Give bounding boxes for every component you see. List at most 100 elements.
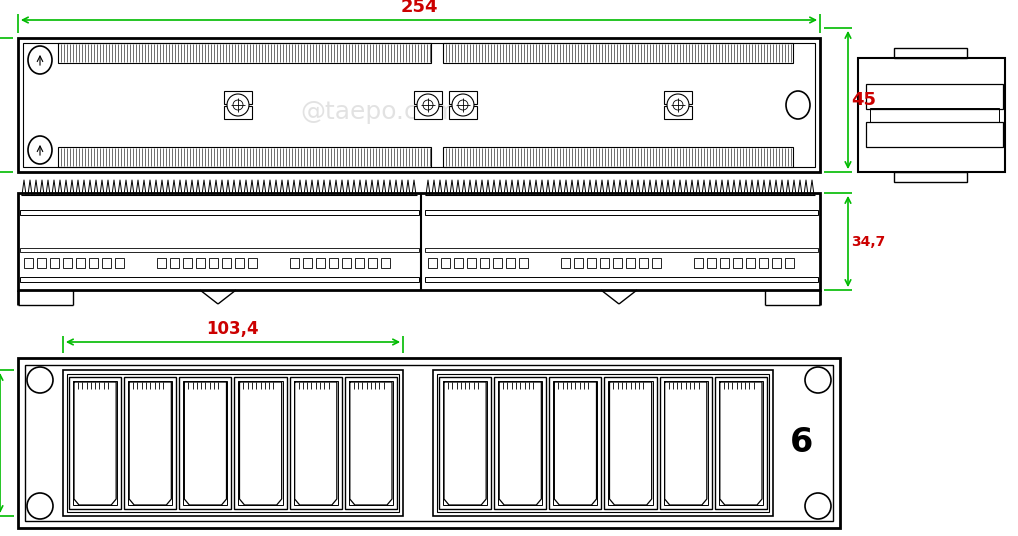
Bar [437,374,769,512]
Bar [349,381,393,505]
Bar [37,258,46,268]
Bar [866,122,1003,147]
Bar [493,258,502,268]
Bar [224,91,252,104]
Bar [414,106,442,119]
Bar [18,358,840,528]
Ellipse shape [27,367,53,393]
Bar [73,381,117,505]
Bar [290,258,299,268]
Circle shape [452,94,474,116]
Bar [329,258,338,268]
Bar [428,258,437,268]
Bar [128,381,172,505]
Bar [550,377,602,509]
Bar [574,258,583,268]
Bar [209,258,218,268]
Bar [441,258,450,268]
Bar [293,381,338,505]
Bar [20,277,419,282]
Bar [425,248,818,252]
Bar [870,108,999,122]
Bar [454,258,463,268]
Bar [443,147,793,167]
Bar [866,84,1003,109]
Bar [115,258,124,268]
Bar [664,381,708,505]
Bar [443,43,793,63]
Bar [235,258,244,268]
Bar [222,258,231,268]
Ellipse shape [27,493,53,519]
Bar [69,377,121,509]
Text: 45: 45 [851,91,876,109]
Bar [355,258,364,268]
Circle shape [227,94,249,116]
Text: @taepo.com: @taepo.com [301,413,442,433]
Bar [18,193,821,290]
Bar [367,258,377,268]
Bar [719,381,764,505]
Bar [224,106,252,119]
Bar [345,377,397,509]
Bar [494,377,547,509]
Circle shape [667,94,689,116]
Bar [894,48,967,58]
Ellipse shape [805,367,831,393]
Bar [443,381,488,505]
Bar [733,258,742,268]
Bar [519,258,528,268]
Bar [498,381,543,505]
Ellipse shape [805,493,831,519]
Bar [50,258,59,268]
Bar [639,258,648,268]
Bar [613,258,622,268]
Bar [89,258,98,268]
Bar [894,172,967,182]
Bar [179,377,231,509]
Ellipse shape [786,91,810,119]
Bar [605,377,657,509]
Bar [772,258,781,268]
Bar [58,147,431,167]
Bar [303,258,312,268]
Bar [196,258,205,268]
Bar [626,258,635,268]
Bar [664,91,692,104]
Bar [480,258,489,268]
Text: 103,4: 103,4 [207,320,260,338]
Bar [694,258,703,268]
Bar [554,381,598,505]
Bar [342,258,351,268]
Bar [785,258,794,268]
Ellipse shape [29,136,52,164]
Bar [67,374,399,512]
Bar [170,258,179,268]
Bar [157,258,166,268]
Bar [506,258,515,268]
Bar [587,258,596,268]
Bar [238,381,283,505]
Bar [183,381,227,505]
Text: @taepo.com: @taepo.com [300,100,457,124]
Bar [439,377,491,509]
Bar [720,258,729,268]
Bar [23,43,815,167]
Circle shape [417,94,439,116]
Bar [316,258,325,268]
Bar [18,38,821,172]
Bar [248,258,257,268]
Bar [290,377,342,509]
Bar [660,377,712,509]
Bar [706,258,716,268]
Bar [183,258,192,268]
Bar [746,258,755,268]
Bar [449,91,477,104]
Bar [20,248,419,252]
Bar [433,370,773,516]
Bar [124,377,176,509]
Bar [664,106,692,119]
Bar [425,210,818,215]
Bar [25,365,833,521]
Ellipse shape [29,46,52,74]
